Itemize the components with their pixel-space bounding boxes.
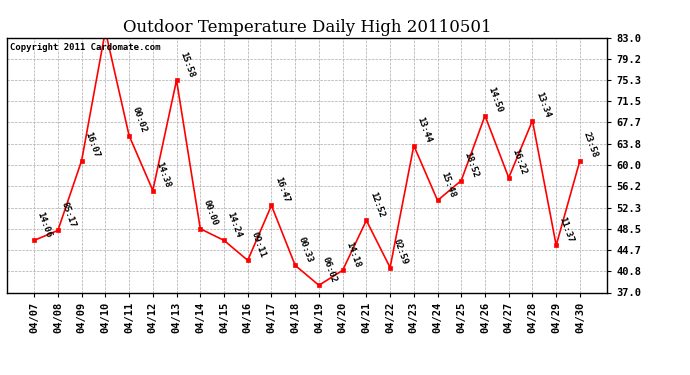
Text: 16:47: 16:47 [273, 176, 290, 204]
Text: 15:58: 15:58 [178, 51, 195, 79]
Text: 02:59: 02:59 [391, 238, 409, 266]
Text: 23:58: 23:58 [581, 131, 599, 159]
Text: 00:02: 00:02 [130, 106, 148, 134]
Text: 11:37: 11:37 [558, 216, 575, 244]
Text: 00:33: 00:33 [297, 236, 314, 264]
Text: 13:44: 13:44 [415, 116, 433, 144]
Text: 14:18: 14:18 [344, 241, 362, 269]
Text: 12:52: 12:52 [368, 191, 386, 219]
Text: 18:52: 18:52 [463, 151, 480, 179]
Text: 16:22: 16:22 [510, 148, 528, 176]
Text: 14:38: 14:38 [154, 161, 172, 189]
Text: 00:00: 00:00 [201, 199, 219, 227]
Text: 15:48: 15:48 [439, 171, 457, 199]
Text: 14:50: 14:50 [486, 86, 504, 114]
Text: 13:34: 13:34 [534, 91, 551, 119]
Text: 09:11: 09:11 [249, 231, 267, 259]
Text: 14:06: 14:06 [36, 211, 53, 239]
Text: 14:24: 14:24 [226, 211, 243, 239]
Text: 16:07: 16:07 [83, 131, 101, 159]
Text: 85:17: 85:17 [59, 201, 77, 229]
Text: Copyright 2011 Cardomate.com: Copyright 2011 Cardomate.com [10, 43, 160, 52]
Text: 06:02: 06:02 [320, 256, 338, 284]
Text: 15:39: 15:39 [0, 374, 1, 375]
Title: Outdoor Temperature Daily High 20110501: Outdoor Temperature Daily High 20110501 [123, 19, 491, 36]
